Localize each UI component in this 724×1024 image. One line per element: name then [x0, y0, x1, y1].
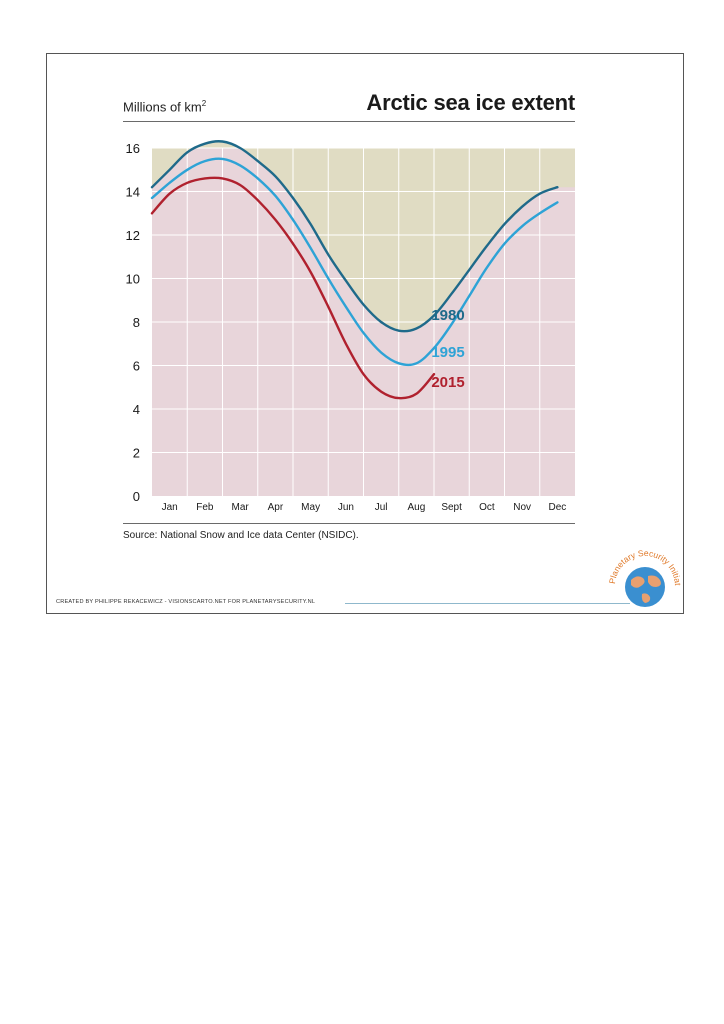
globe-land-shape — [631, 576, 645, 588]
chart-title: Arctic sea ice extent — [366, 90, 575, 115]
x-tick-label: Sept — [441, 502, 462, 513]
title-rule — [123, 121, 575, 122]
x-tick-label: Jan — [162, 502, 178, 513]
y-tick-label: 4 — [133, 402, 140, 417]
y-tick-label: 12 — [126, 228, 140, 243]
credit-line: CREATED BY PHILIPPE REKACEWICZ - VISIONS… — [56, 599, 316, 605]
series-label-2015: 2015 — [431, 374, 464, 391]
series-label-1980: 1980 — [431, 307, 464, 324]
x-tick-label: Dec — [548, 502, 566, 513]
series-line-1980 — [150, 140, 559, 333]
y-tick-label: 6 — [133, 359, 140, 374]
planetary-security-logo: Planetary Security Initiative — [598, 542, 683, 607]
source-note: Source: National Snow and Ice data Cente… — [123, 530, 359, 541]
x-tick-label: Aug — [407, 502, 425, 513]
y-axis-unit-label: Millions of km2 — [123, 99, 207, 115]
y-tick-label: 14 — [126, 185, 140, 200]
x-tick-label: Oct — [479, 502, 495, 513]
y-tick-label: 0 — [133, 489, 140, 504]
x-tick-label: Nov — [513, 502, 531, 513]
bottom-rule — [123, 523, 575, 524]
y-tick-label: 10 — [126, 272, 140, 287]
credit-rule — [345, 603, 630, 604]
series-label-1995: 1995 — [431, 344, 464, 361]
globe-land-shape — [648, 575, 661, 587]
y-tick-label: 2 — [133, 446, 140, 461]
x-tick-label: Jun — [338, 502, 354, 513]
x-tick-label: Mar — [232, 502, 250, 513]
x-tick-label: May — [301, 502, 320, 513]
x-tick-label: Apr — [268, 502, 284, 513]
series-line-2015 — [150, 176, 436, 400]
y-tick-label: 8 — [133, 315, 140, 330]
series-line-1995 — [150, 157, 559, 367]
x-tick-label: Jul — [375, 502, 388, 513]
globe-land-shape — [641, 593, 651, 603]
x-tick-label: Feb — [196, 502, 214, 513]
y-tick-label: 16 — [126, 141, 140, 156]
